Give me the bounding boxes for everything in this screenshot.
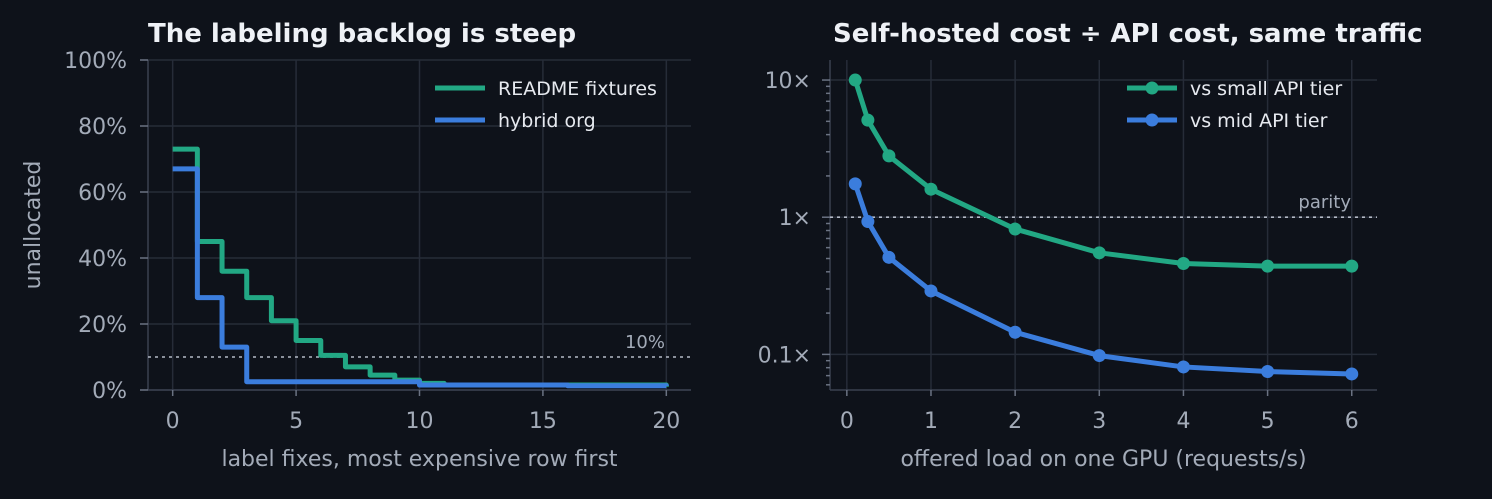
data-point [848, 177, 862, 191]
data-point [924, 284, 938, 298]
data-point [1092, 246, 1106, 260]
legend-marker [1145, 113, 1159, 127]
data-point [1261, 365, 1275, 379]
x-tick-label: 20 [652, 409, 680, 434]
legend-label: README fixtures [498, 78, 657, 100]
reference-line-label: parity [1298, 192, 1351, 213]
x-tick-label: 3 [1092, 409, 1106, 434]
chart-panel-1: 0 5 10 15 20 0% 20% 40% 60% 80% 100% 10% README fixt… [21, 19, 691, 472]
x-axis-label: offered load on one GPU (requests/s) [900, 447, 1306, 472]
x-tick-label: 0 [840, 409, 854, 434]
data-point [1261, 259, 1275, 273]
data-point [861, 215, 875, 229]
x-tick-label: 0 [166, 409, 180, 434]
series-line-2 [172, 166, 669, 389]
y-tick-label: 20% [78, 313, 127, 338]
y-tick-label: 10× [765, 69, 811, 94]
data-point [848, 73, 862, 87]
y-tick-label: 1× [779, 206, 811, 231]
legend-label: vs mid API tier [1190, 110, 1328, 132]
y-tick-label: 0% [92, 379, 127, 404]
x-tick-label: 5 [289, 409, 303, 434]
data-point [1345, 367, 1359, 381]
y-axis-label: unallocated [21, 161, 46, 290]
data-point [1008, 325, 1022, 339]
series-line-1 [852, 79, 1352, 269]
y-tick-label: 0.1× [758, 343, 811, 368]
data-point [1008, 222, 1022, 236]
series-line-2 [852, 183, 1352, 377]
data-point [861, 113, 875, 127]
data-point [882, 250, 896, 264]
y-tick-label: 80% [78, 115, 127, 140]
data-point [1345, 259, 1359, 273]
reference-line-label: 10% [625, 332, 665, 353]
x-tick-label: 10 [406, 409, 434, 434]
y-tick-label: 40% [78, 247, 127, 272]
chart-title: Self-hosted cost ÷ API cost, same traffi… [833, 19, 1423, 49]
data-point [882, 149, 896, 163]
x-tick-label: 15 [529, 409, 557, 434]
y-tick-label: 60% [78, 181, 127, 206]
x-tick-label: 4 [1176, 409, 1190, 434]
x-tick-label: 5 [1261, 409, 1275, 434]
x-tick-label: 2 [1008, 409, 1022, 434]
chart-title: The labeling backlog is steep [148, 19, 576, 49]
y-tick-label: 100% [64, 49, 127, 74]
legend-label: hybrid org [498, 110, 596, 132]
x-tick-label: 1 [924, 409, 938, 434]
data-point [1176, 360, 1190, 374]
chart-panel-2: 0 1 2 3 4 5 6 0.1× 1× 10× parity vs small API tier v… [758, 19, 1423, 472]
data-point [1176, 256, 1190, 270]
x-tick-label: 6 [1345, 409, 1359, 434]
x-axis-label: label fixes, most expensive row first [221, 447, 617, 472]
data-point [1092, 349, 1106, 363]
legend-marker [1145, 81, 1159, 95]
data-point [924, 182, 938, 196]
legend-label: vs small API tier [1190, 78, 1342, 100]
